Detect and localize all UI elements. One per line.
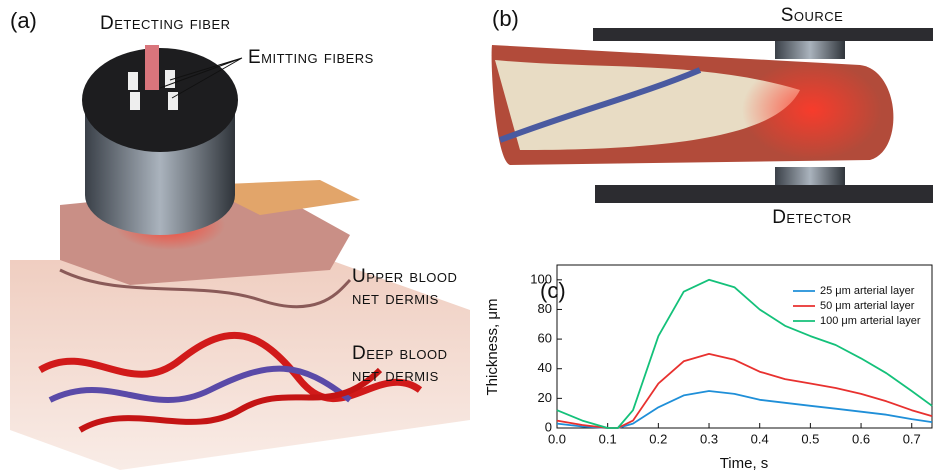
- panel-label: (b): [492, 6, 519, 31]
- y-tick-label: 60: [538, 331, 552, 346]
- y-tick-label: 80: [538, 301, 552, 316]
- y-tick-label: 40: [538, 360, 552, 375]
- x-tick-label: 0.0: [548, 431, 566, 446]
- legend-label: 50 μm arterial layer: [820, 300, 915, 312]
- x-tick-label: 0.3: [700, 431, 718, 446]
- annotation: net dermis: [352, 288, 439, 309]
- y-tick-label: 0: [545, 419, 552, 434]
- emitting-fiber: [165, 70, 175, 88]
- panel-label: (a): [10, 8, 37, 33]
- upper-vessels: [59, 268, 352, 309]
- y-tick-label: 20: [538, 390, 552, 405]
- annotation: net dermis: [352, 365, 439, 386]
- legend-label: 100 μm arterial layer: [820, 315, 921, 327]
- light-glow: [742, 60, 882, 160]
- x-tick-label: 0.4: [751, 431, 769, 446]
- emitting-fiber: [128, 72, 138, 90]
- annotation: Upper blood: [352, 266, 457, 287]
- bone: [495, 60, 800, 150]
- x-tick-label: 0.6: [852, 431, 870, 446]
- detector: [775, 167, 845, 185]
- emitting-fibers: [128, 70, 178, 110]
- plot-frame: [556, 264, 933, 429]
- annotation: Deep blood: [352, 343, 448, 364]
- series-line: [556, 353, 933, 429]
- x-tick-label: 0.7: [903, 431, 921, 446]
- series-line: [556, 390, 933, 429]
- source: [775, 41, 845, 59]
- annotation: Source: [781, 5, 844, 26]
- probe-top: [82, 48, 238, 152]
- deep-vessel: [78, 367, 383, 433]
- emitting-fiber: [168, 92, 178, 110]
- leader-line: [159, 57, 243, 99]
- vein: [498, 67, 702, 143]
- y-axis-title: Thickness, μm: [484, 299, 501, 396]
- deep-vessel: [38, 331, 423, 403]
- emitting-fiber: [130, 92, 140, 110]
- y-tick-label: 100: [530, 271, 552, 286]
- x-axis-title: Time, s: [720, 455, 769, 472]
- annotation: Detector: [772, 207, 852, 228]
- x-tick-label: 0.2: [649, 431, 667, 446]
- series-line: [556, 278, 933, 429]
- detector-plate: [595, 185, 933, 203]
- annotation: Emitting fibers: [248, 47, 374, 68]
- skin-surface: [200, 180, 360, 215]
- annotation: Detecting fiber: [100, 13, 231, 34]
- detecting-fiber: [145, 45, 159, 90]
- source-plate: [593, 28, 933, 41]
- deep-vessel: [48, 365, 352, 403]
- x-tick-label: 0.1: [599, 431, 617, 446]
- x-tick-label: 0.5: [801, 431, 819, 446]
- panel-label: (c): [540, 278, 566, 303]
- legend-label: 25 μm arterial layer: [820, 285, 915, 297]
